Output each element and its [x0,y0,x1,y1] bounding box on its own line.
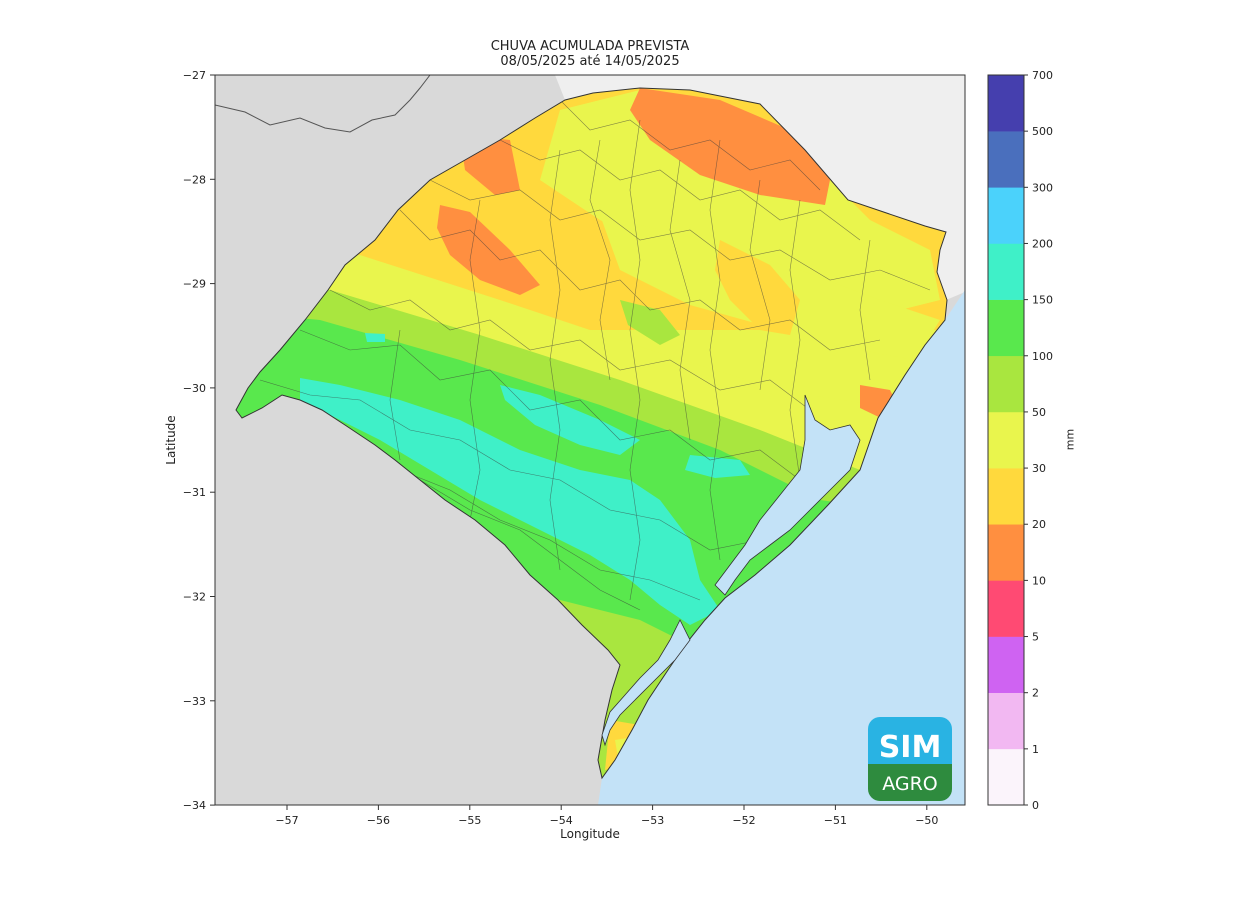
colorbar-unit-label: mm [1063,428,1077,451]
x-tick-label: −53 [641,814,664,827]
x-tick-label: −51 [824,814,847,827]
lagoa-dos-patos [714,394,861,596]
colorbar-segment [988,692,1024,750]
municipality-boundaries [259,99,931,611]
x-tick-label: −54 [550,814,573,827]
atlantic-ocean [598,290,965,805]
colorbar-tick-label: 20 [1032,518,1046,531]
colorbar-segment [988,299,1024,357]
country-border-line [215,75,431,133]
sim-agro-logo: SIM AGRO [868,717,952,801]
colorbar-segment [988,187,1024,244]
x-tick-label: −52 [732,814,755,827]
y-tick-label: −32 [183,591,206,604]
colorbar-segment [988,355,1024,413]
colorbar-segment [988,131,1024,188]
colorbar-tick-label: 700 [1032,69,1053,82]
colorbar-tick-label: 0 [1032,799,1039,812]
colorbar-segment [988,468,1024,525]
x-tick-label: −57 [275,814,298,827]
colorbar-tick-label: 1 [1032,743,1039,756]
y-axis-ticks: −27 −28 −29 −30 −31 −32 −33 −34 [183,69,215,812]
colorbar-segment [988,636,1024,693]
colorbar: 0 1 2 5 10 20 30 50 100 150 200 300 500 700 [987,69,1053,812]
y-tick-label: −30 [183,382,206,395]
y-axis-label: Latitude [164,415,178,465]
logo-agro-text: AGRO [882,773,938,795]
colorbar-tick-label: 150 [1032,294,1053,307]
lagoa-mirim [601,619,691,747]
y-tick-label: −31 [183,486,206,499]
colorbar-tick-label: 10 [1032,574,1046,587]
colorbar-tick-label: 50 [1032,406,1046,419]
y-tick-label: −27 [183,69,206,82]
x-axis-ticks: −57 −56 −55 −54 −53 −52 −51 −50 [275,805,938,827]
y-tick-label: −29 [183,278,206,291]
colorbar-tick-label: 5 [1032,631,1039,644]
x-tick-label: −56 [367,814,390,827]
colorbar-segment [988,411,1024,469]
chart-title: CHUVA ACUMULADA PREVISTA [490,39,690,54]
colorbar-tick-label: 200 [1032,237,1053,250]
colorbar-tick-label: 30 [1032,462,1046,475]
colorbar-segment [988,524,1024,581]
y-tick-label: −33 [183,695,206,708]
x-axis-label: Longitude [560,827,620,841]
santa-catarina-land [555,75,965,300]
x-tick-label: −55 [458,814,481,827]
colorbar-frame [987,74,1025,806]
y-tick-label: −34 [183,799,206,812]
colorbar-tick-label: 100 [1032,350,1053,363]
plot-frame [214,74,966,806]
colorbar-segment [988,580,1024,637]
colorbar-tick-label: 300 [1032,181,1053,194]
y-tick-label: −28 [183,173,206,186]
colorbar-tick-label: 500 [1032,125,1053,138]
colorbar-segment [988,75,1024,132]
colorbar-segment [988,243,1024,300]
logo-sim-text: SIM [879,730,942,765]
colorbar-segment [988,748,1024,806]
colorbar-tick-label: 2 [1032,687,1039,700]
state-outline [235,87,948,780]
chart-subtitle-dates: 08/05/2025 até 14/05/2025 [500,54,680,69]
x-tick-label: −50 [915,814,938,827]
